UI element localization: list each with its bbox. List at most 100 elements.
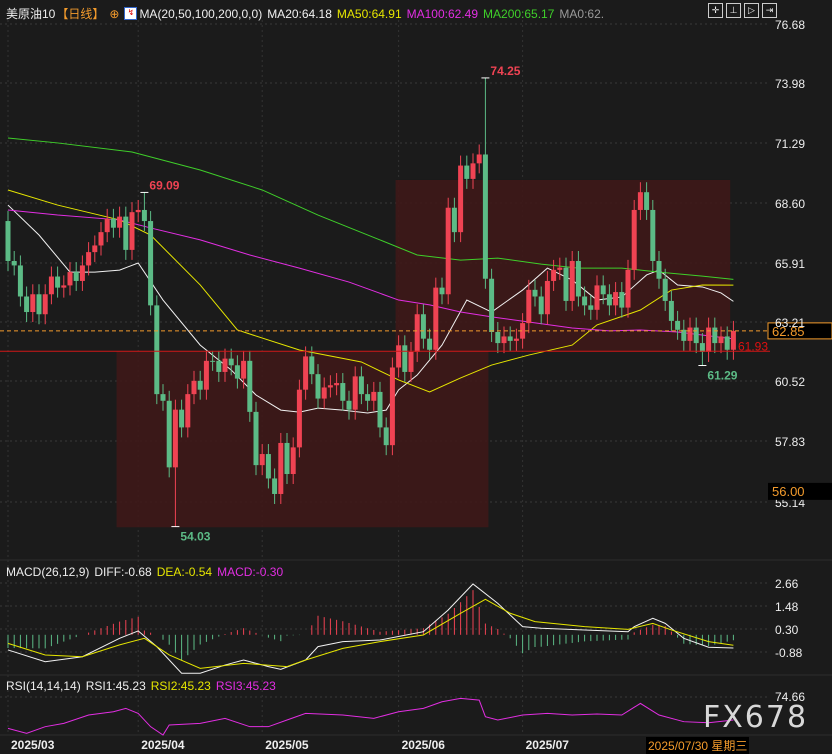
candle [489, 278, 495, 332]
candle [699, 343, 705, 352]
candle [644, 192, 650, 210]
candle [61, 285, 67, 288]
candle [154, 305, 160, 395]
price-axis-label: 71.29 [775, 137, 805, 151]
rsi2-value: RSI2:45.23 [150, 679, 211, 693]
candle [352, 376, 358, 410]
candle [631, 209, 637, 270]
candle [377, 391, 383, 428]
candle [197, 380, 203, 390]
candle [48, 276, 54, 295]
candle [724, 336, 730, 350]
rsi1-value: RSI1:45.23 [85, 679, 146, 693]
macd-dea: DEA:-0.54 [156, 565, 213, 579]
candle [203, 360, 209, 390]
candle [241, 360, 247, 379]
candle [284, 442, 290, 475]
candle [160, 394, 166, 401]
date-axis-label: 2025/06 [402, 738, 446, 752]
candle [526, 289, 532, 324]
candle [476, 154, 482, 164]
candle [544, 280, 550, 315]
price-axis-label: 60.52 [775, 375, 805, 389]
extreme-label: 74.25 [490, 64, 520, 78]
range-box [395, 179, 731, 352]
candle [371, 391, 377, 401]
candle [92, 245, 98, 253]
macd-axis-label: 2.66 [775, 577, 799, 591]
candle [675, 320, 681, 330]
candle [247, 360, 253, 412]
candle [110, 218, 116, 228]
macd-axis-label: 0.30 [775, 623, 799, 637]
candle [30, 294, 36, 313]
candle [210, 360, 216, 362]
candle [408, 351, 414, 372]
ma100-line [7, 209, 734, 340]
candle [253, 411, 259, 466]
candle [718, 336, 724, 344]
rsi-axis-label: 74.66 [775, 690, 805, 704]
candle [458, 165, 464, 233]
candle [55, 276, 61, 288]
candle [340, 383, 346, 401]
indicator-icon[interactable]: ↯ [124, 7, 138, 20]
candle [433, 287, 439, 350]
candle [451, 207, 457, 233]
candle [166, 400, 172, 468]
period-label[interactable]: 【日线】 [56, 7, 105, 21]
candle [396, 345, 402, 368]
marker-price-box [768, 482, 832, 500]
candle [420, 314, 426, 339]
date-axis-label: 2025/03 [11, 738, 55, 752]
candle [668, 300, 674, 321]
symbol-name[interactable]: 美原油10 [6, 7, 56, 21]
candle [712, 327, 718, 344]
candle [148, 221, 154, 306]
candle [315, 374, 321, 399]
candle [265, 454, 271, 479]
candle [123, 216, 129, 250]
play-icon[interactable]: ▷ [744, 3, 759, 18]
candle [637, 192, 643, 210]
candle [389, 367, 395, 446]
candle [185, 394, 191, 428]
candle [482, 154, 488, 279]
ma50-value: MA50:64.91 [336, 6, 402, 21]
candle [290, 447, 296, 475]
candle [117, 216, 123, 228]
candle [681, 329, 687, 341]
zoom-range-icon[interactable]: ⊥ [726, 3, 741, 18]
candle [414, 314, 420, 352]
price-axis-label: 73.98 [775, 77, 805, 91]
candle [365, 394, 371, 401]
candle [234, 365, 240, 379]
candle [569, 260, 575, 301]
candle [538, 296, 544, 315]
candle [309, 356, 315, 375]
macd-title: MACD(26,12,9) [6, 565, 90, 579]
price-axis-label: 76.68 [775, 18, 805, 32]
candle [179, 409, 185, 428]
candle [582, 296, 588, 306]
candle [98, 232, 104, 246]
candle [24, 296, 30, 313]
settings-icon[interactable]: ⊕ [109, 6, 120, 21]
candle [402, 345, 408, 372]
candle [575, 260, 581, 297]
extreme-label: 69.09 [149, 178, 179, 192]
candle [303, 356, 309, 390]
crosshair-icon[interactable]: ✛ [708, 3, 723, 18]
price-axis-label: 57.83 [775, 435, 805, 449]
main-chart-header: 美原油10 【日线】 ⊕ ↯ MA(20,50,100,200,0,0) MA2… [6, 5, 604, 22]
candle [588, 305, 594, 310]
date-axis-label: 2025/04 [141, 738, 185, 752]
ma100-value: MA100:62.49 [406, 6, 479, 21]
candle [563, 267, 569, 301]
chart-toolbar: ✛ ⊥ ▷ ⇥ [708, 3, 777, 18]
macd-diff: DIFF:-0.68 [94, 565, 152, 579]
candle [495, 331, 501, 344]
goto-end-icon[interactable]: ⇥ [762, 3, 777, 18]
candle [296, 389, 302, 448]
